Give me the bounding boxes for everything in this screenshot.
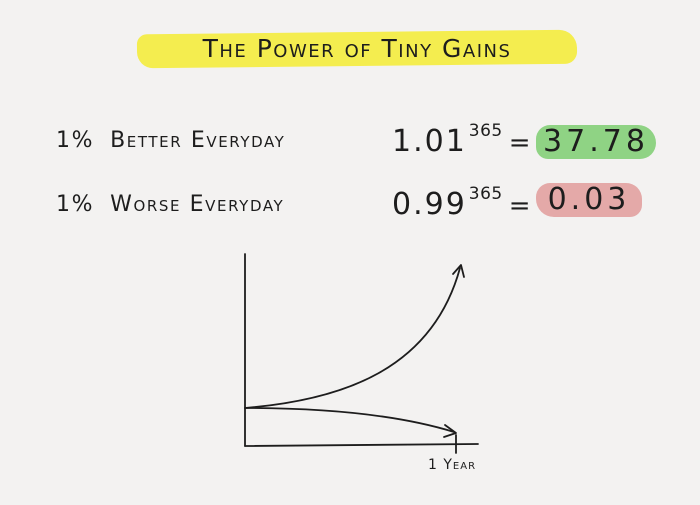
- better-base: 1.01: [392, 124, 467, 159]
- worse-percent: 1%: [56, 192, 95, 217]
- x-axis-label: 1 Year: [428, 457, 477, 473]
- worse-exponent: 365: [468, 184, 503, 204]
- worse-curve: [244, 407, 455, 433]
- better-text: Better Everyday: [110, 128, 286, 153]
- better-result-value: 37.78: [543, 124, 649, 159]
- better-equation: 1.01 365 =: [392, 121, 533, 159]
- growth-graph: [244, 253, 479, 454]
- better-result-highlight: [536, 125, 656, 159]
- worse-row-label: 1% Worse Everyday: [56, 192, 284, 217]
- worse-result: 0.03: [536, 183, 642, 217]
- worse-base: 0.99: [392, 187, 467, 222]
- title-banner: The Power of Tiny Gains: [136, 29, 578, 69]
- worse-text: Worse Everyday: [110, 192, 285, 217]
- x-axis: [244, 443, 479, 447]
- better-equals: =: [508, 128, 533, 158]
- better-row-label: 1% Better Everyday: [56, 128, 285, 153]
- better-result: 37.78: [536, 125, 656, 159]
- better-curve: [244, 267, 461, 409]
- worse-equals: =: [508, 191, 533, 221]
- better-exponent: 365: [468, 121, 503, 141]
- arrow-right-icon: [443, 424, 457, 438]
- worse-equation: 0.99 365 =: [392, 184, 533, 222]
- page-title: The Power of Tiny Gains: [202, 34, 512, 63]
- better-percent: 1%: [56, 128, 95, 153]
- worse-result-value: 0.03: [547, 182, 631, 217]
- worse-result-highlight: [536, 183, 642, 217]
- arrow-up-right-icon: [452, 264, 465, 278]
